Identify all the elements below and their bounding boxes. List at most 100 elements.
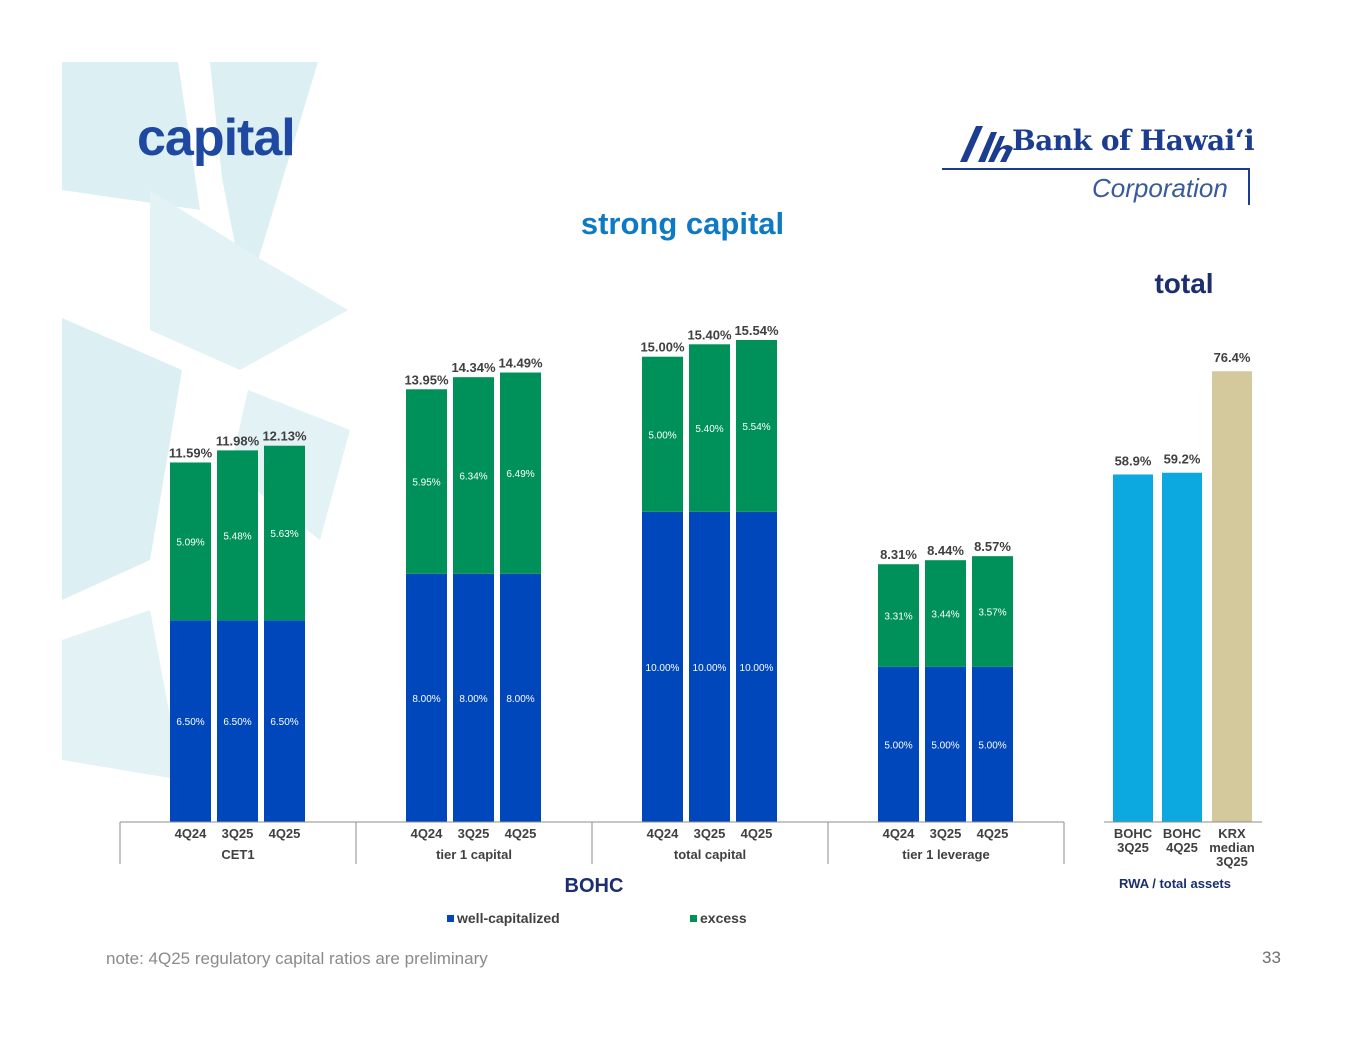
chart-title: strong capital <box>580 206 785 241</box>
data-label-excess: 5.09% <box>176 537 204 548</box>
data-label-excess: 5.95% <box>412 478 440 489</box>
data-label-excess: 3.44% <box>931 610 959 621</box>
logo-divider <box>942 168 1250 170</box>
bar-excess <box>406 389 447 574</box>
data-label-rwa: 59.2% <box>1164 452 1201 467</box>
x-axis-title: BOHC <box>565 875 624 897</box>
x-tick-label: KRX <box>1218 826 1246 841</box>
data-label-total: 13.95% <box>404 372 449 387</box>
x-tick-label: 4Q24 <box>175 826 208 841</box>
bar-well-capitalized <box>264 620 305 822</box>
data-label-well-capitalized: 10.00% <box>646 663 680 674</box>
bar-excess <box>500 372 541 574</box>
data-label-well-capitalized: 10.00% <box>740 663 774 674</box>
x-group-label: total capital <box>674 847 746 862</box>
data-label-well-capitalized: 8.00% <box>412 694 440 705</box>
x-tick-label: median <box>1209 840 1255 855</box>
x-tick-label: 3Q25 <box>1117 840 1149 855</box>
bar-well-capitalized <box>972 666 1013 822</box>
bar-excess <box>925 560 966 667</box>
bar-well-capitalized <box>170 620 211 822</box>
data-label-well-capitalized: 5.00% <box>931 740 959 751</box>
company-logo: Bank of Hawaiʻi Corporation <box>940 118 1260 213</box>
x-tick-label: 4Q25 <box>505 826 537 841</box>
x-tick-label: BOHC <box>1163 826 1202 841</box>
bar-excess <box>217 450 258 621</box>
data-label-excess: 5.54% <box>742 422 770 433</box>
bar-well-capitalized <box>878 666 919 822</box>
logo-subtitle: Corporation <box>1092 173 1228 203</box>
data-label-well-capitalized: 6.50% <box>223 717 251 728</box>
logo-divider-vertical <box>1248 168 1250 205</box>
bar-excess <box>170 462 211 621</box>
bar-excess <box>689 344 730 512</box>
x-tick-label: 4Q25 <box>741 826 773 841</box>
data-label-well-capitalized: 6.50% <box>270 717 298 728</box>
bar-well-capitalized <box>642 511 683 822</box>
x-tick-label: 4Q24 <box>411 826 444 841</box>
data-label-total: 12.13% <box>262 429 307 444</box>
data-label-total: 8.44% <box>927 543 964 558</box>
bar-excess <box>878 564 919 667</box>
legend-label: excess <box>700 910 747 926</box>
data-label-well-capitalized: 8.00% <box>459 694 487 705</box>
x-tick-label: 3Q25 <box>930 826 962 841</box>
bar-excess <box>736 339 777 512</box>
x-tick-label: 4Q24 <box>647 826 680 841</box>
data-label-well-capitalized: 5.00% <box>884 740 912 751</box>
data-label-well-capitalized: 10.00% <box>693 663 727 674</box>
x-tick-label: 4Q24 <box>883 826 916 841</box>
x-group-label: tier 1 leverage <box>902 847 989 862</box>
legend-excess: excess <box>690 910 747 926</box>
data-label-excess: 3.57% <box>978 608 1006 619</box>
bar-excess <box>642 356 683 512</box>
bar-rwa <box>1212 371 1252 822</box>
bar-well-capitalized <box>925 666 966 822</box>
side-chart-title: total <box>1154 268 1214 299</box>
data-label-well-capitalized: 8.00% <box>506 694 534 705</box>
data-label-total: 15.00% <box>640 340 685 355</box>
data-label-excess: 3.31% <box>884 612 912 623</box>
bar-well-capitalized <box>736 511 777 822</box>
x-tick-label: BOHC <box>1114 826 1153 841</box>
page-title: capital <box>137 109 296 167</box>
bar-excess <box>453 377 494 574</box>
bar-excess <box>972 556 1013 667</box>
bar-well-capitalized <box>217 620 258 822</box>
data-label-well-capitalized: 5.00% <box>978 740 1006 751</box>
bar-well-capitalized <box>406 573 447 822</box>
legend-label: well-capitalized <box>457 910 560 926</box>
data-label-total: 8.31% <box>880 547 917 562</box>
bar-excess <box>264 445 305 621</box>
data-label-total: 15.54% <box>734 323 779 338</box>
x-group-label: CET1 <box>221 847 254 862</box>
data-label-excess: 5.63% <box>270 529 298 540</box>
x-axis-title: RWA / total assets <box>1119 876 1231 891</box>
x-tick-label: 3Q25 <box>458 826 490 841</box>
data-label-total: 14.34% <box>451 360 496 375</box>
legend-swatch-well-capitalized <box>447 915 454 922</box>
x-tick-label: 4Q25 <box>977 826 1009 841</box>
x-tick-label: 3Q25 <box>222 826 254 841</box>
logo-name: Bank of Hawaiʻi <box>1012 124 1255 157</box>
bar-well-capitalized <box>500 573 541 822</box>
legend-swatch-excess <box>690 915 697 922</box>
bar-rwa <box>1162 472 1202 822</box>
x-group-label: tier 1 capital <box>436 847 512 862</box>
data-label-rwa: 58.9% <box>1115 453 1152 468</box>
data-label-well-capitalized: 6.50% <box>176 717 204 728</box>
data-label-excess: 5.40% <box>695 424 723 435</box>
bar-well-capitalized <box>453 573 494 822</box>
bar-rwa <box>1113 474 1153 822</box>
data-label-total: 14.49% <box>498 356 543 371</box>
x-tick-label: 3Q25 <box>694 826 726 841</box>
data-label-total: 11.98% <box>216 433 260 448</box>
x-tick-label: 4Q25 <box>1166 840 1198 855</box>
x-tick-label: 3Q25 <box>1216 854 1248 869</box>
data-label-rwa: 76.4% <box>1214 350 1251 365</box>
x-tick-label: 4Q25 <box>269 826 301 841</box>
data-label-total: 11.59% <box>169 445 213 460</box>
data-label-total: 15.40% <box>687 327 732 342</box>
legend-well-capitalized: well-capitalized <box>447 910 560 926</box>
